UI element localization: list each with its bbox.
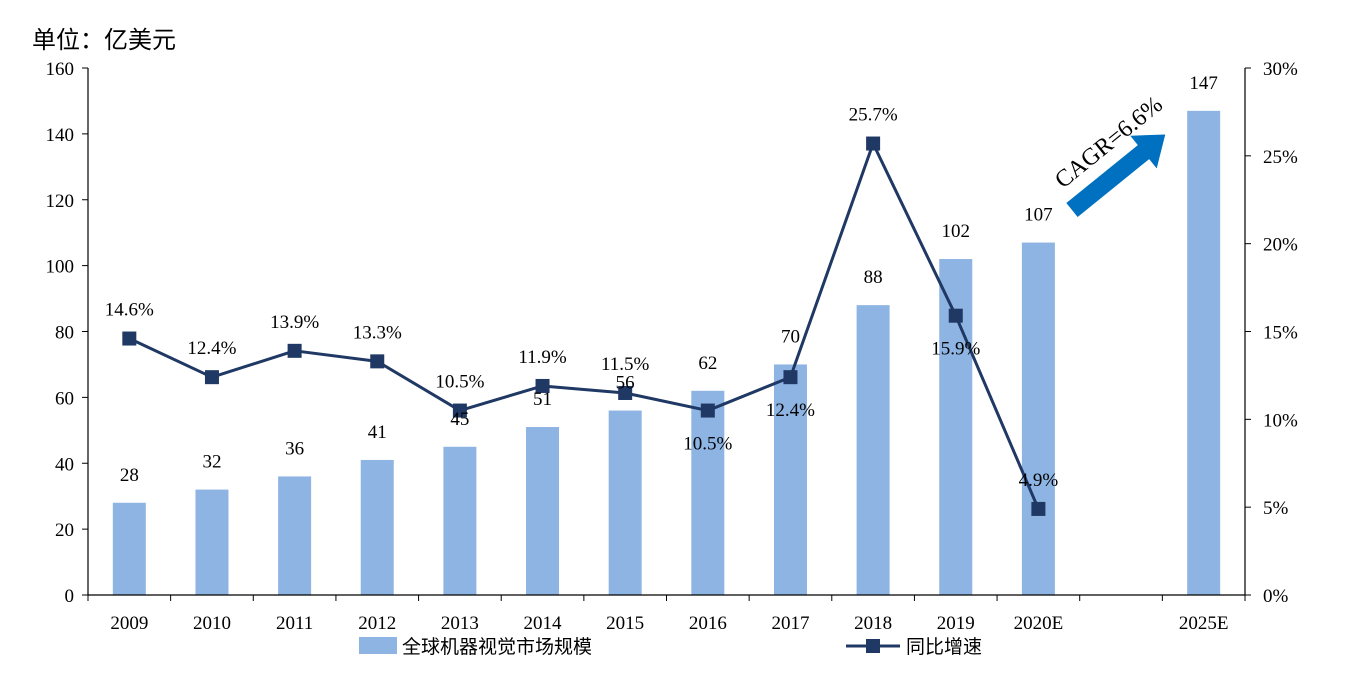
x-tick-label: 2016 xyxy=(689,613,727,634)
bar-value-label: 107 xyxy=(1024,205,1053,226)
left-tick-label: 40 xyxy=(55,454,74,475)
bar-value-label: 36 xyxy=(285,438,304,459)
cagr-annotation: CAGR=6.6% xyxy=(1050,92,1168,217)
right-tick-label: 0% xyxy=(1263,586,1289,607)
cagr-arrow-group: CAGR=6.6% xyxy=(1050,92,1168,217)
bar-value-label: 51 xyxy=(533,389,552,410)
bar-2025E xyxy=(1187,110,1221,595)
growth-marker-2010 xyxy=(204,370,219,385)
growth-marker-2019 xyxy=(948,308,963,323)
legend-line-marker xyxy=(866,639,880,653)
growth-marker-2016 xyxy=(700,403,715,418)
x-tick-label: 2019 xyxy=(937,613,975,634)
x-tick-label: 2011 xyxy=(276,613,313,634)
bar-value-label: 147 xyxy=(1189,73,1218,94)
growth-value-label: 13.3% xyxy=(353,322,402,343)
bar-series xyxy=(112,110,1221,595)
unit-label: 单位：亿美元 xyxy=(32,26,176,54)
bar-2011 xyxy=(278,476,312,595)
right-tick-label: 10% xyxy=(1263,410,1298,431)
left-tick-label: 160 xyxy=(46,59,75,80)
growth-value-label: 11.9% xyxy=(518,347,567,368)
bar-2009 xyxy=(112,502,146,595)
x-tick-label: 2014 xyxy=(524,613,563,634)
growth-value-label: 12.4% xyxy=(766,400,815,421)
bar-2014 xyxy=(526,427,560,595)
bar-value-label: 32 xyxy=(202,452,221,473)
cagr-arrow xyxy=(1066,134,1166,217)
bar-2018 xyxy=(856,305,890,595)
bar-value-label: 28 xyxy=(120,465,139,486)
growth-value-label: 12.4% xyxy=(187,338,236,359)
data-labels: 28 32 36 41 45 51 56 62 70 88 102 107 147 14.6% 12.4% 1… xyxy=(105,73,1218,491)
growth-marker-2012 xyxy=(370,354,385,369)
left-tick-label: 80 xyxy=(55,323,74,344)
axes: 0 20 40 60 80 100 120 140 160 0% 5% 10% 15% 20% 25% 30%… xyxy=(46,59,1299,634)
x-tick-label: 2025E xyxy=(1179,613,1229,634)
x-tick-label: 2017 xyxy=(771,613,809,634)
bar-2010 xyxy=(195,489,229,595)
left-tick-label: 100 xyxy=(46,257,75,278)
growth-line xyxy=(128,142,1040,510)
right-tick-label: 5% xyxy=(1263,498,1289,519)
x-tick-label: 2009 xyxy=(110,613,148,634)
right-tick-label: 25% xyxy=(1263,147,1298,168)
bar-value-label: 88 xyxy=(864,267,883,288)
left-tick-label: 0 xyxy=(65,586,75,607)
growth-marker-2018 xyxy=(866,136,881,151)
growth-value-label: 15.9% xyxy=(931,339,980,360)
legend-line-label: 同比增速 xyxy=(906,636,982,658)
x-tick-label: 2013 xyxy=(441,613,479,634)
growth-value-label: 4.9% xyxy=(1019,470,1059,491)
right-tick-label: 15% xyxy=(1263,323,1298,344)
growth-marker-2015 xyxy=(618,385,633,400)
bar-2015 xyxy=(608,410,642,595)
growth-marker-2011 xyxy=(287,343,302,358)
x-tick-label: 2020E xyxy=(1014,613,1064,634)
bar-2016 xyxy=(691,390,725,595)
bar-2012 xyxy=(360,459,394,595)
bar-value-label: 70 xyxy=(781,326,800,347)
growth-value-label: 10.5% xyxy=(683,434,732,455)
x-tick-label: 2015 xyxy=(606,613,644,634)
growth-value-label: 14.6% xyxy=(105,300,154,321)
growth-marker-2014 xyxy=(535,378,550,393)
x-tick-label: 2012 xyxy=(358,613,396,634)
right-tick-label: 30% xyxy=(1263,59,1298,80)
bar-2013 xyxy=(443,446,477,595)
growth-value-label: 11.5% xyxy=(601,354,650,375)
growth-marker-2020E xyxy=(1031,501,1046,516)
left-tick-label: 120 xyxy=(46,191,75,212)
legend-bar-swatch xyxy=(359,637,397,654)
growth-marker-2013 xyxy=(452,403,467,418)
x-tick-label: 2010 xyxy=(193,613,231,634)
bar-value-label: 102 xyxy=(942,221,971,242)
bar-value-label: 62 xyxy=(698,353,717,374)
line-series xyxy=(122,136,1046,516)
bar-2020E xyxy=(1021,242,1055,595)
legend: 全球机器视觉市场规模 同比增速 xyxy=(359,636,982,658)
growth-marker-2017 xyxy=(783,370,798,385)
growth-value-label: 13.9% xyxy=(270,312,319,333)
legend-bar-label: 全球机器视觉市场规模 xyxy=(402,636,592,658)
bar-value-label: 41 xyxy=(368,422,387,443)
growth-value-label: 25.7% xyxy=(849,105,898,126)
left-tick-label: 60 xyxy=(55,388,74,409)
bar-value-label: 45 xyxy=(450,409,469,430)
left-tick-label: 20 xyxy=(55,520,74,541)
growth-value-label: 10.5% xyxy=(435,372,484,393)
growth-marker-2009 xyxy=(122,331,137,346)
right-tick-label: 20% xyxy=(1263,235,1298,256)
x-tick-label: 2018 xyxy=(854,613,892,634)
left-tick-label: 140 xyxy=(46,125,75,146)
bar-2017 xyxy=(773,364,807,595)
bar-value-label: 56 xyxy=(616,373,635,394)
